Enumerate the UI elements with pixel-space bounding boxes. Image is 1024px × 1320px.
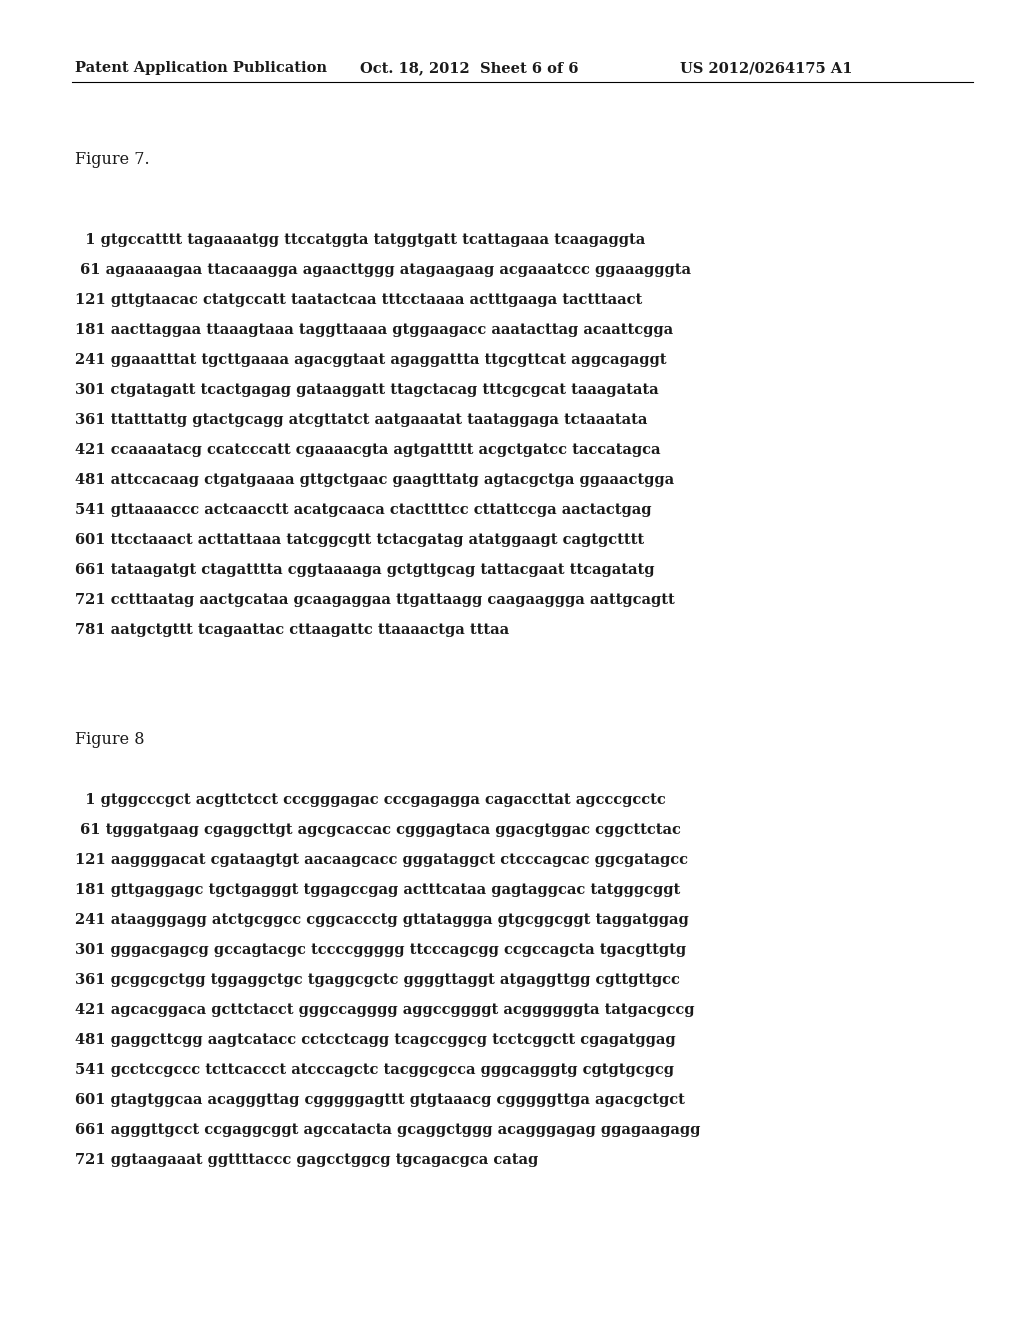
Text: 481 gaggcttcgg aagtcatacc cctcctcagg tcagccggcg tcctcggctt cgagatggag: 481 gaggcttcgg aagtcatacc cctcctcagg tca… xyxy=(75,1034,676,1047)
Text: 61 tgggatgaag cgaggcttgt agcgcaccac cgggagtaca ggacgtggac cggcttctac: 61 tgggatgaag cgaggcttgt agcgcaccac cggg… xyxy=(75,822,681,837)
Text: 541 gcctccgccc tcttcaccct atcccagctc tacggcgcca gggcagggtg cgtgtgcgcg: 541 gcctccgccc tcttcaccct atcccagctc tac… xyxy=(75,1063,674,1077)
Text: US 2012/0264175 A1: US 2012/0264175 A1 xyxy=(680,61,853,75)
Text: 361 ttatttattg gtactgcagg atcgttatct aatgaaatat taataggaga tctaaatata: 361 ttatttattg gtactgcagg atcgttatct aat… xyxy=(75,413,647,426)
Text: 781 aatgctgttt tcagaattac cttaagattc ttaaaactga tttaa: 781 aatgctgttt tcagaattac cttaagattc tta… xyxy=(75,623,509,638)
Text: 1 gtggcccgct acgttctcct cccgggagac cccgagagga cagaccttat agcccgcctc: 1 gtggcccgct acgttctcct cccgggagac cccga… xyxy=(75,793,666,807)
Text: 601 ttcctaaact acttattaaa tatcggcgtt tctacgatag atatggaagt cagtgctttt: 601 ttcctaaact acttattaaa tatcggcgtt tct… xyxy=(75,533,644,546)
Text: 241 ggaaatttat tgcttgaaaa agacggtaat agaggattta ttgcgttcat aggcagaggt: 241 ggaaatttat tgcttgaaaa agacggtaat aga… xyxy=(75,352,667,367)
Text: 721 cctttaatag aactgcataa gcaagaggaa ttgattaagg caagaaggga aattgcagtt: 721 cctttaatag aactgcataa gcaagaggaa ttg… xyxy=(75,593,675,607)
Text: 241 ataagggagg atctgcggcc cggcaccctg gttataggga gtgcggcggt taggatggag: 241 ataagggagg atctgcggcc cggcaccctg gtt… xyxy=(75,913,689,927)
Text: 181 gttgaggagc tgctgagggt tggagccgag actttcataa gagtaggcac tatgggcggt: 181 gttgaggagc tgctgagggt tggagccgag act… xyxy=(75,883,680,898)
Text: 121 aaggggacat cgataagtgt aacaagcacc gggataggct ctcccagcac ggcgatagcc: 121 aaggggacat cgataagtgt aacaagcacc ggg… xyxy=(75,853,688,867)
Text: 361 gcggcgctgg tggaggctgc tgaggcgctc ggggttaggt atgaggttgg cgttgttgcc: 361 gcggcgctgg tggaggctgc tgaggcgctc ggg… xyxy=(75,973,680,987)
Text: 301 ctgatagatt tcactgagag gataaggatt ttagctacag tttcgcgcat taaagatata: 301 ctgatagatt tcactgagag gataaggatt tta… xyxy=(75,383,658,397)
Text: Figure 8: Figure 8 xyxy=(75,731,144,748)
Text: 721 ggtaagaaat ggttttaccc gagcctggcg tgcagacgca catag: 721 ggtaagaaat ggttttaccc gagcctggcg tgc… xyxy=(75,1152,539,1167)
Text: Oct. 18, 2012  Sheet 6 of 6: Oct. 18, 2012 Sheet 6 of 6 xyxy=(360,61,579,75)
Text: 1 gtgccatttt tagaaaatgg ttccatggta tatggtgatt tcattagaaa tcaagaggta: 1 gtgccatttt tagaaaatgg ttccatggta tatgg… xyxy=(75,234,645,247)
Text: 661 agggttgcct ccgaggcggt agccatacta gcaggctggg acagggagag ggagaagagg: 661 agggttgcct ccgaggcggt agccatacta gca… xyxy=(75,1123,700,1137)
Text: 421 ccaaaatacg ccatcccatt cgaaaacgta agtgattttt acgctgatcc taccatagca: 421 ccaaaatacg ccatcccatt cgaaaacgta agt… xyxy=(75,444,660,457)
Text: 421 agcacggaca gcttctacct gggccagggg aggccggggt acggggggta tatgacgccg: 421 agcacggaca gcttctacct gggccagggg agg… xyxy=(75,1003,694,1016)
Text: 121 gttgtaacac ctatgccatt taatactcaa tttcctaaaa actttgaaga tactttaact: 121 gttgtaacac ctatgccatt taatactcaa ttt… xyxy=(75,293,642,308)
Text: 481 attccacaag ctgatgaaaa gttgctgaac gaagtttatg agtacgctga ggaaactgga: 481 attccacaag ctgatgaaaa gttgctgaac gaa… xyxy=(75,473,674,487)
Text: Figure 7.: Figure 7. xyxy=(75,152,150,169)
Text: Patent Application Publication: Patent Application Publication xyxy=(75,61,327,75)
Text: 601 gtagtggcaa acagggttag cgggggagttt gtgtaaacg cgggggttga agacgctgct: 601 gtagtggcaa acagggttag cgggggagttt gt… xyxy=(75,1093,685,1107)
Text: 181 aacttaggaa ttaaagtaaa taggttaaaa gtggaagacc aaatacttag acaattcgga: 181 aacttaggaa ttaaagtaaa taggttaaaa gtg… xyxy=(75,323,673,337)
Text: 301 gggacgagcg gccagtacgc tccccggggg ttcccagcgg ccgccagcta tgacgttgtg: 301 gggacgagcg gccagtacgc tccccggggg ttc… xyxy=(75,942,686,957)
Text: 61 agaaaaagaa ttacaaagga agaacttggg atagaagaag acgaaatccc ggaaagggta: 61 agaaaaagaa ttacaaagga agaacttggg atag… xyxy=(75,263,691,277)
Text: 541 gttaaaaccc actcaacctt acatgcaaca ctacttttcc cttattccga aactactgag: 541 gttaaaaccc actcaacctt acatgcaaca cta… xyxy=(75,503,651,517)
Text: 661 tataagatgt ctagatttta cggtaaaaga gctgttgcag tattacgaat ttcagatatg: 661 tataagatgt ctagatttta cggtaaaaga gct… xyxy=(75,564,654,577)
